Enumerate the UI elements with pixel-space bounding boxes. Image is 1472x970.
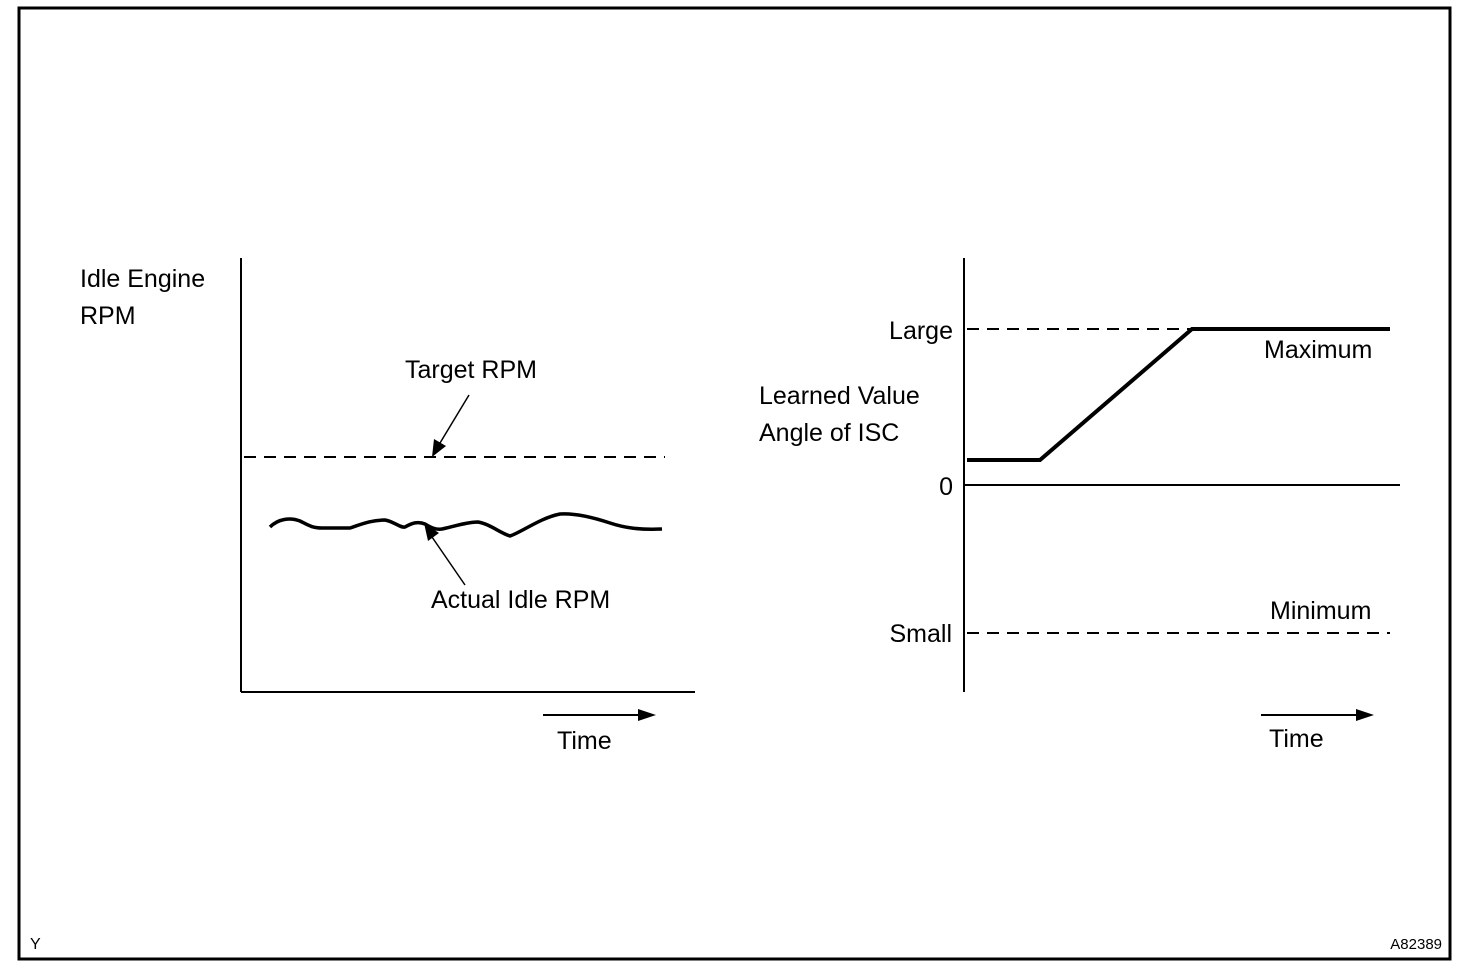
left-xlabel: Time bbox=[557, 727, 612, 755]
learned-value-curve bbox=[967, 327, 1390, 462]
frame-border bbox=[17, 6, 1452, 961]
right-tick-large: Large bbox=[889, 317, 953, 345]
right-ylabel-line2: Angle of ISC bbox=[759, 419, 899, 447]
right-tick-zero: 0 bbox=[939, 473, 953, 501]
actual-rpm-label: Actual Idle RPM bbox=[431, 586, 610, 614]
right-ylabel-line1: Learned Value bbox=[759, 382, 920, 410]
left-ylabel-line2: RPM bbox=[80, 302, 136, 330]
right-xlabel: Time bbox=[1269, 725, 1324, 753]
right-tick-small: Small bbox=[889, 620, 952, 648]
actual-idle-rpm-curve bbox=[268, 512, 663, 538]
footer-left-code: Y bbox=[30, 936, 41, 953]
actual-pointer-arrowhead bbox=[424, 523, 439, 541]
figure-id: A82389 bbox=[1390, 936, 1442, 953]
target-pointer-arrowhead bbox=[432, 439, 446, 457]
left-chart: Idle Engine RPM Target RPM Actual Idle R… bbox=[80, 258, 695, 755]
right-time-arrowhead bbox=[1356, 709, 1374, 721]
right-chart: Large Maximum Learned Value Angle of ISC… bbox=[759, 258, 1400, 753]
left-ylabel-line1: Idle Engine bbox=[80, 265, 205, 293]
target-rpm-label: Target RPM bbox=[405, 356, 537, 384]
target-pointer-line bbox=[439, 394, 470, 444]
max-label: Maximum bbox=[1264, 336, 1372, 364]
actual-pointer-line bbox=[431, 536, 466, 586]
left-time-arrowhead bbox=[638, 709, 656, 721]
min-label: Minimum bbox=[1270, 597, 1371, 625]
